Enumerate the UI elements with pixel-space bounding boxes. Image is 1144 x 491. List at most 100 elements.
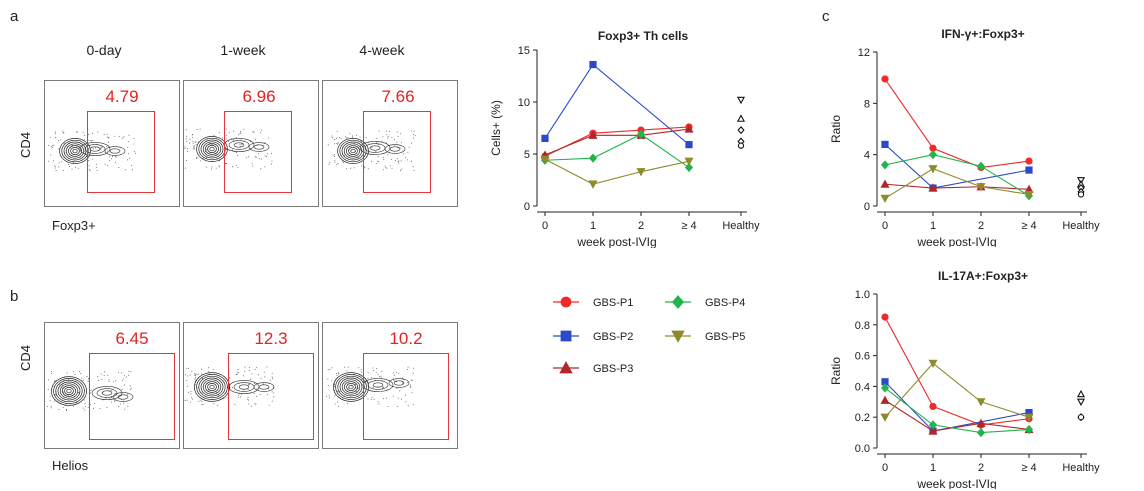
density-contour [194,372,230,402]
event-dot [215,153,217,155]
event-dot [228,132,230,134]
event-dot [52,160,54,162]
event-dot [114,156,116,158]
event-dot [51,373,53,375]
event-dot [347,366,349,368]
data-point-gbs-p5 [976,398,986,407]
event-dot [334,143,336,145]
event-dot [110,390,112,392]
event-dot [350,167,352,169]
event-dot [268,404,270,406]
y-tick-label: 0.0 [855,443,870,455]
event-dot [266,366,268,368]
event-dot [253,382,255,384]
legend-label-gbs-p3: GBS-P3 [593,363,633,375]
event-dot [248,403,250,405]
event-dot [96,166,98,168]
event-dot [254,156,256,158]
event-dot [331,136,333,138]
event-dot [402,382,404,384]
y-tick-label: 8 [864,98,870,110]
x-tick-label: 0 [542,220,548,232]
event-dot [206,149,208,151]
event-dot [258,158,260,160]
x-axis-label: week post-IVIg [576,235,656,248]
event-dot [97,131,99,133]
event-dot [333,384,335,386]
event-dot [361,165,363,167]
event-dot [86,375,88,377]
event-dot [101,378,103,380]
event-dot [327,384,329,386]
event-dot [102,392,104,394]
gate-value: 6.45 [115,329,149,348]
event-dot [241,144,243,146]
event-dot [250,378,252,380]
event-dot [340,137,342,139]
event-dot [367,168,369,170]
event-dot [50,154,52,156]
event-dot [398,373,400,375]
event-dot [186,159,188,161]
event-dot [252,131,254,133]
event-dot [77,167,79,169]
event-dot [126,159,128,161]
event-dot [212,368,214,370]
event-dot [129,157,131,159]
event-dot [235,373,237,375]
event-dot [339,390,341,392]
event-dot [207,370,209,372]
event-dot [193,145,195,147]
density-contour [61,139,89,163]
legend-label-gbs-p2: GBS-P2 [593,331,633,343]
data-point-gbs-p1 [881,313,889,321]
event-dot [192,140,194,142]
event-dot [412,379,414,381]
y-tick-label: 5 [524,149,530,161]
event-dot [397,397,399,399]
event-dot [208,367,210,369]
event-dot [195,377,197,379]
event-dot [271,376,273,378]
event-dot [186,135,188,137]
event-dot [359,136,361,138]
event-dot [111,401,113,403]
event-dot [107,141,109,143]
event-dot [237,397,239,399]
event-dot [267,153,269,155]
density-contour [233,142,245,148]
event-dot [410,142,412,144]
event-dot [386,142,388,144]
healthy-control-marker [1076,398,1086,407]
density-contour [393,380,405,386]
panel-a-x-axis-label: Foxp3+ [52,218,96,233]
event-dot [224,163,226,165]
event-dot [58,409,60,411]
event-dot [95,163,97,165]
event-dot [201,400,203,402]
event-dot [365,381,367,383]
event-dot [380,375,382,377]
panel-a-y-axis-label: CD4 [18,131,33,158]
event-dot [244,370,246,372]
event-dot [185,374,187,376]
event-dot [135,152,137,154]
event-dot [112,156,114,158]
event-dot [408,146,410,148]
event-dot [100,146,102,148]
facs-plot-a-4week: 7.66 [322,80,458,207]
event-dot [133,151,135,153]
data-point-gbs-p2 [589,60,597,69]
event-dot [54,380,56,382]
density-contour [109,148,121,154]
event-dot [331,367,333,369]
event-dot [129,388,131,390]
event-dot [356,391,358,393]
event-dot [87,381,89,383]
panel-b-y-axis-label: CD4 [18,344,33,371]
event-dot [237,369,239,371]
x-tick-label: 2 [978,220,984,232]
event-dot [194,148,196,150]
event-dot [382,136,384,138]
event-dot [268,137,270,139]
